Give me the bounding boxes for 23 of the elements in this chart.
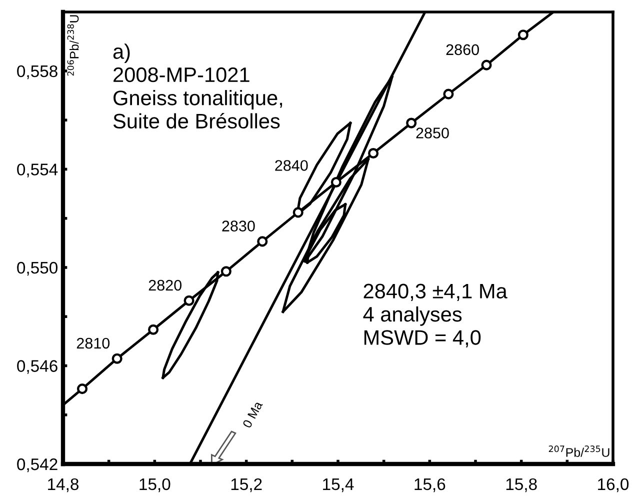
- x-tick-label: 15,0: [140, 478, 170, 492]
- annotation: 2830: [222, 220, 255, 232]
- annotation: 2840,3 ±4,1 Ma 4 analyses MSWD = 4,0: [363, 284, 508, 348]
- x-axis-title: $^{207}$Pb/$^{235}$U: [548, 446, 610, 457]
- annotation: 2840: [275, 160, 308, 171]
- y-tick-label: 0,550: [17, 262, 58, 276]
- x-tick-label: 15,8: [506, 478, 537, 492]
- x-tick-label: 16,0: [598, 478, 629, 492]
- x-tick-label: 15,2: [231, 478, 262, 492]
- annotation: a) 2008-MP-1021 Gneiss tonalitique, Suite de Brésolles: [113, 44, 282, 129]
- y-tick-label: 0,546: [17, 360, 58, 374]
- y-tick-label: 0,554: [17, 164, 58, 178]
- annotation: 2810: [76, 338, 110, 349]
- annotation: 2820: [148, 280, 182, 291]
- x-tick-label: 15,4: [323, 478, 354, 492]
- y-tick-label: 0,542: [17, 458, 58, 472]
- x-tick-label: 14,8: [48, 478, 78, 492]
- y-axis-title: $^{206}$Pb/$^{238}$U: [67, 15, 79, 76]
- y-tick-label: 0,558: [17, 65, 58, 80]
- annotation: 2860: [446, 44, 479, 56]
- annotation: 0 Ma: [242, 400, 263, 429]
- annotation: 2850: [416, 128, 449, 138]
- x-tick-label: 15,6: [414, 478, 446, 492]
